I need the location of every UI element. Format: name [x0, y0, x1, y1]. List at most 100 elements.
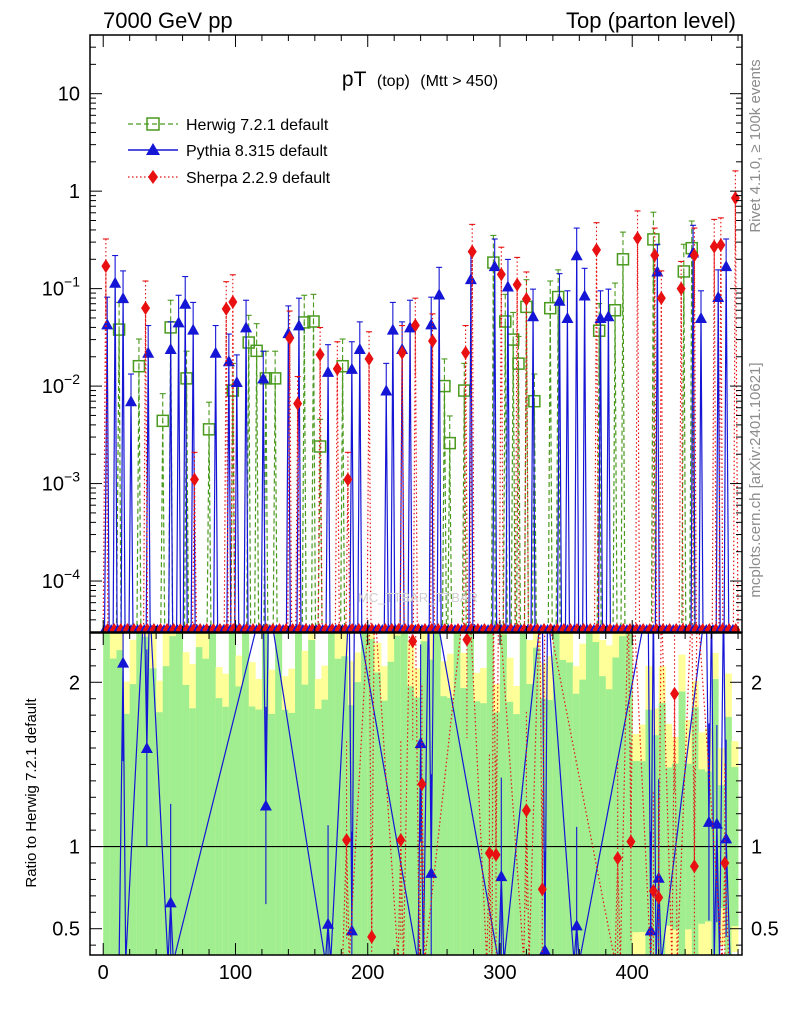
- y-tick-base: 10: [42, 376, 64, 398]
- ratio-sherpa-point: [654, 890, 664, 905]
- ratio-band-inner: [513, 714, 521, 955]
- ratio-band-inner: [242, 633, 250, 955]
- sherpa-point: [656, 291, 666, 306]
- y-tick-exp: −4: [64, 566, 80, 582]
- main-plot-frame: [89, 34, 743, 633]
- ratio-band-inner: [314, 708, 322, 955]
- pythia-point: [179, 297, 192, 309]
- pythia-point: [433, 288, 446, 300]
- pythia-point: [570, 249, 583, 261]
- ratio-band-inner: [506, 701, 514, 955]
- sherpa-point: [709, 239, 719, 254]
- pythia-point: [172, 316, 185, 328]
- herwig-point: [528, 394, 541, 408]
- pythia-point: [353, 343, 366, 355]
- ratio-band-inner: [341, 656, 349, 955]
- ratio-pythia-point: [538, 944, 551, 955]
- ratio-band-inner: [321, 699, 329, 955]
- ratio-band-inner: [552, 633, 560, 955]
- ratio-band-inner: [361, 633, 369, 955]
- herwig-point: [592, 324, 606, 337]
- ratio-band-inner: [103, 633, 111, 955]
- ratio-sherpa-point: [537, 882, 547, 897]
- ratio-band-inner: [394, 635, 402, 955]
- ratio-sherpa-point: [484, 846, 494, 861]
- ratio-band-inner: [599, 676, 607, 955]
- plot-title-sub1: (top): [377, 73, 410, 90]
- pythia-point: [380, 384, 393, 396]
- x-tick-label: 200: [351, 962, 384, 984]
- ratio-band-inner: [248, 706, 256, 955]
- ratio-sherpa-point: [408, 634, 418, 649]
- pythia-point: [345, 362, 358, 374]
- herwig-point: [307, 315, 320, 328]
- ratio-band-inner: [519, 633, 527, 955]
- legend-pythia-marker: [146, 143, 160, 155]
- ratio-sherpa-point: [342, 833, 352, 847]
- watermark: MC_TTBAR_TTBAR: [358, 590, 478, 605]
- ratio-pythia-point: [570, 919, 583, 931]
- herwig-point: [499, 315, 512, 328]
- ratio-pythia-point: [322, 917, 335, 929]
- pythia-point: [109, 276, 122, 288]
- ratio-band-inner: [724, 716, 732, 955]
- ratio-band-inner: [109, 658, 117, 955]
- ratio-pythia-point: [259, 799, 272, 811]
- ratio-y-tick-label-left: 0.5: [52, 919, 80, 941]
- ratio-pythia-point: [164, 896, 177, 908]
- ratio-band-inner: [691, 707, 699, 955]
- legend-herwig-label: Herwig 7.2.1 default: [186, 117, 329, 134]
- y-tick-exp: −3: [64, 469, 80, 485]
- ratio-band-inner: [288, 712, 296, 955]
- pythia-point: [488, 260, 501, 272]
- ratio-sherpa-point: [521, 803, 531, 818]
- ratio-pythia-point: [720, 832, 733, 844]
- ratio-band-inner: [414, 697, 422, 955]
- sherpa-point: [315, 347, 325, 362]
- ratio-band-inner: [354, 682, 362, 955]
- ratio-pythia-point: [710, 817, 723, 829]
- ratio-band-inner: [447, 697, 455, 955]
- y-tick-label: 1: [69, 181, 80, 203]
- herwig-point: [242, 336, 255, 349]
- sherpa-line: [102, 198, 739, 632]
- ratio-band-inner: [182, 684, 190, 955]
- pythia-point: [464, 273, 477, 285]
- sherpa-point: [410, 318, 420, 333]
- ratio-band-inner: [149, 668, 157, 955]
- ratio-band-inner: [222, 706, 230, 955]
- ratio-sherpa-point: [648, 883, 658, 898]
- pythia-point: [578, 289, 591, 301]
- sherpa-point: [428, 334, 438, 349]
- ratio-sherpa-point: [689, 859, 699, 874]
- ratio-axes: 0.5 0.5 1 1 2 2 0 100 200 300 400: [52, 633, 779, 984]
- ratio-band-inner: [678, 691, 686, 955]
- ratio-band-inner: [499, 634, 507, 955]
- ratio-band-inner: [592, 642, 600, 955]
- herwig-point: [608, 303, 622, 317]
- ratio-band-inner: [116, 650, 124, 955]
- pythia-point: [292, 319, 305, 331]
- ratio-band-inner: [294, 633, 303, 955]
- ratio-sherpa-point: [367, 929, 377, 944]
- ratio-band-inner: [301, 684, 309, 955]
- ratio-band-inner: [572, 693, 580, 955]
- header-right-title: Top (parton level): [566, 8, 736, 33]
- ratio-pythia-point: [345, 924, 358, 936]
- ratio-band-inner: [228, 633, 236, 955]
- ratio-plot-area: [90, 633, 742, 955]
- ratio-band-inner: [533, 647, 541, 955]
- legend-entry-pythia: Pythia 8.315 default: [128, 143, 328, 160]
- sherpa-point: [228, 294, 238, 309]
- sherpa-point: [189, 472, 199, 487]
- ratio-ylabel: Ratio to Herwig 7.2.1 default: [23, 698, 40, 888]
- ratio-band-inner: [202, 658, 210, 955]
- ratio-band-inner: [658, 703, 666, 955]
- sherpa-point: [293, 396, 303, 411]
- sherpa-point: [343, 472, 353, 487]
- herwig-point: [180, 372, 193, 385]
- sherpa-point: [592, 242, 602, 257]
- plot-title-sub2: (Mtt > 450): [420, 73, 498, 90]
- ratio-pythia-point: [495, 870, 508, 882]
- ratio-band-inner: [189, 708, 197, 955]
